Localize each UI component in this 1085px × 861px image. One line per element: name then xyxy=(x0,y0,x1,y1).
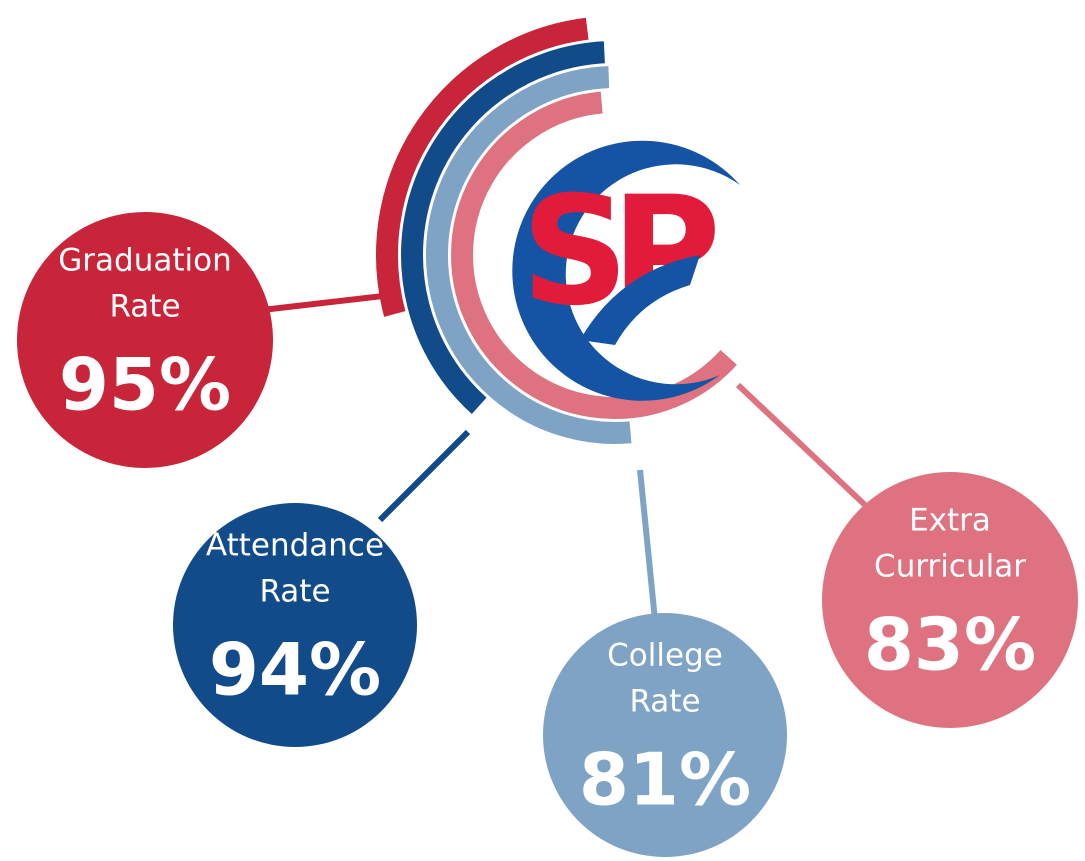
stat-label: Extra xyxy=(909,503,991,539)
stat-label: Rate xyxy=(109,289,180,325)
stat-value: 81% xyxy=(579,738,751,822)
stat-circle xyxy=(17,212,273,468)
arc xyxy=(451,91,737,419)
arcs xyxy=(376,17,737,444)
circles: Graduation Rate 95% Attendance Rate 94% Colleg… xyxy=(17,212,1078,857)
stat-value: 95% xyxy=(59,343,231,427)
logo-road xyxy=(580,255,700,345)
connector xyxy=(377,429,471,523)
arc xyxy=(426,66,632,444)
connector xyxy=(735,382,868,508)
stat-value: 94% xyxy=(209,628,381,712)
arc xyxy=(401,41,605,415)
stat-label: Graduation xyxy=(58,243,231,279)
stat-circle xyxy=(822,472,1078,728)
stat-circle xyxy=(543,613,787,857)
stat-label: Attendance xyxy=(206,528,384,564)
logo: SP xyxy=(512,140,740,401)
stat-value: 83% xyxy=(864,603,1036,687)
stat-label: College xyxy=(607,638,723,674)
stat-label: Rate xyxy=(259,574,330,610)
stat-label: Rate xyxy=(629,684,700,720)
stat-circle xyxy=(173,503,417,747)
connector xyxy=(261,292,393,313)
logo-crescent xyxy=(512,140,740,401)
stat-label: Curricular xyxy=(874,549,1026,585)
arc xyxy=(376,17,589,317)
connector xyxy=(637,469,658,621)
connectors xyxy=(261,292,868,621)
